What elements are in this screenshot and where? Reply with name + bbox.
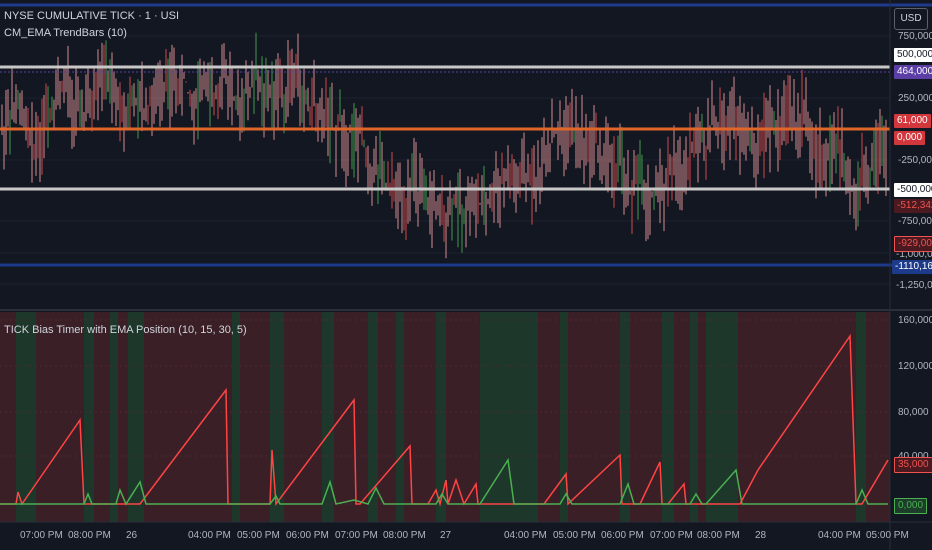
time-label: 06:00 PM [286,530,329,541]
lower-indicator-title[interactable]: TICK Bias Timer with EMA Position (10, 1… [4,324,247,336]
upper-pane [0,0,932,308]
time-label: 08:00 PM [383,530,426,541]
time-label: 04:00 PM [504,530,547,541]
currency-button[interactable]: USD [894,8,928,30]
time-label: 05:00 PM [553,530,596,541]
price-tag: 500,000 [894,48,932,62]
timer-green-line [0,457,888,506]
time-label: 04:00 PM [188,530,231,541]
time-label: 06:00 PM [601,530,644,541]
time-label: 28 [755,530,767,541]
price-tick: 750,000 [898,31,932,42]
lower-tag: 0,000 [894,498,928,514]
lower-tick: 40,000 [898,451,929,462]
lower-tag: 35,000 [894,457,932,473]
time-label: 07:00 PM [335,530,378,541]
price-tick: -1,250,000 [896,280,932,291]
time-label: 08:00 PM [68,530,111,541]
bias-zone [480,312,538,522]
price-tick: -750,000 [898,216,932,227]
lower-tick: 120,000 [898,361,932,372]
price-tag: 464,000 [894,65,932,79]
time-label: 27 [440,530,452,541]
bias-zone [110,312,118,522]
price-tag: -500,000 [894,183,932,197]
bias-zone [270,312,284,522]
bias-zone [84,312,94,522]
time-label: 26 [126,530,138,541]
time-label: 08:00 PM [697,530,740,541]
bias-zone [620,312,630,522]
bias-zone [706,312,738,522]
green-zones [16,312,866,522]
price-tag: -512,342 [894,199,932,213]
price-tag: 0,000 [894,131,926,145]
price-tag: 61,000 [894,114,931,128]
price-tag: -929,000 [894,236,932,252]
time-label: 07:00 PM [650,530,693,541]
lower-tick: 160,000 [898,315,932,326]
bias-zone [690,312,698,522]
lower-tick: 80,000 [898,407,929,418]
bias-zone [322,312,334,522]
time-label: 05:00 PM [866,530,909,541]
bias-zone [368,312,378,522]
bias-zone [662,312,674,522]
upper-grid [0,35,890,285]
price-tick: -250,000 [898,155,932,166]
bias-zone [232,312,240,522]
price-tick: -1,000,000 [896,249,932,260]
lower-pane [0,312,890,522]
symbol-title[interactable]: NYSE CUMULATIVE TICK · 1 · USI [4,10,180,22]
bias-zone [16,312,36,522]
time-label: 05:00 PM [237,530,280,541]
upper-pane-bg [0,0,890,308]
bias-zone [856,312,866,522]
price-tick: 250,000 [898,93,932,104]
bias-zone [436,312,446,522]
bias-zone [396,312,404,522]
price-tag: -1110,160 [892,260,932,274]
bias-zone [128,312,144,522]
bias-zone [560,312,568,522]
indicator-title[interactable]: CM_EMA TrendBars (10) [4,27,127,39]
time-label: 07:00 PM [20,530,63,541]
time-label: 04:00 PM [818,530,861,541]
